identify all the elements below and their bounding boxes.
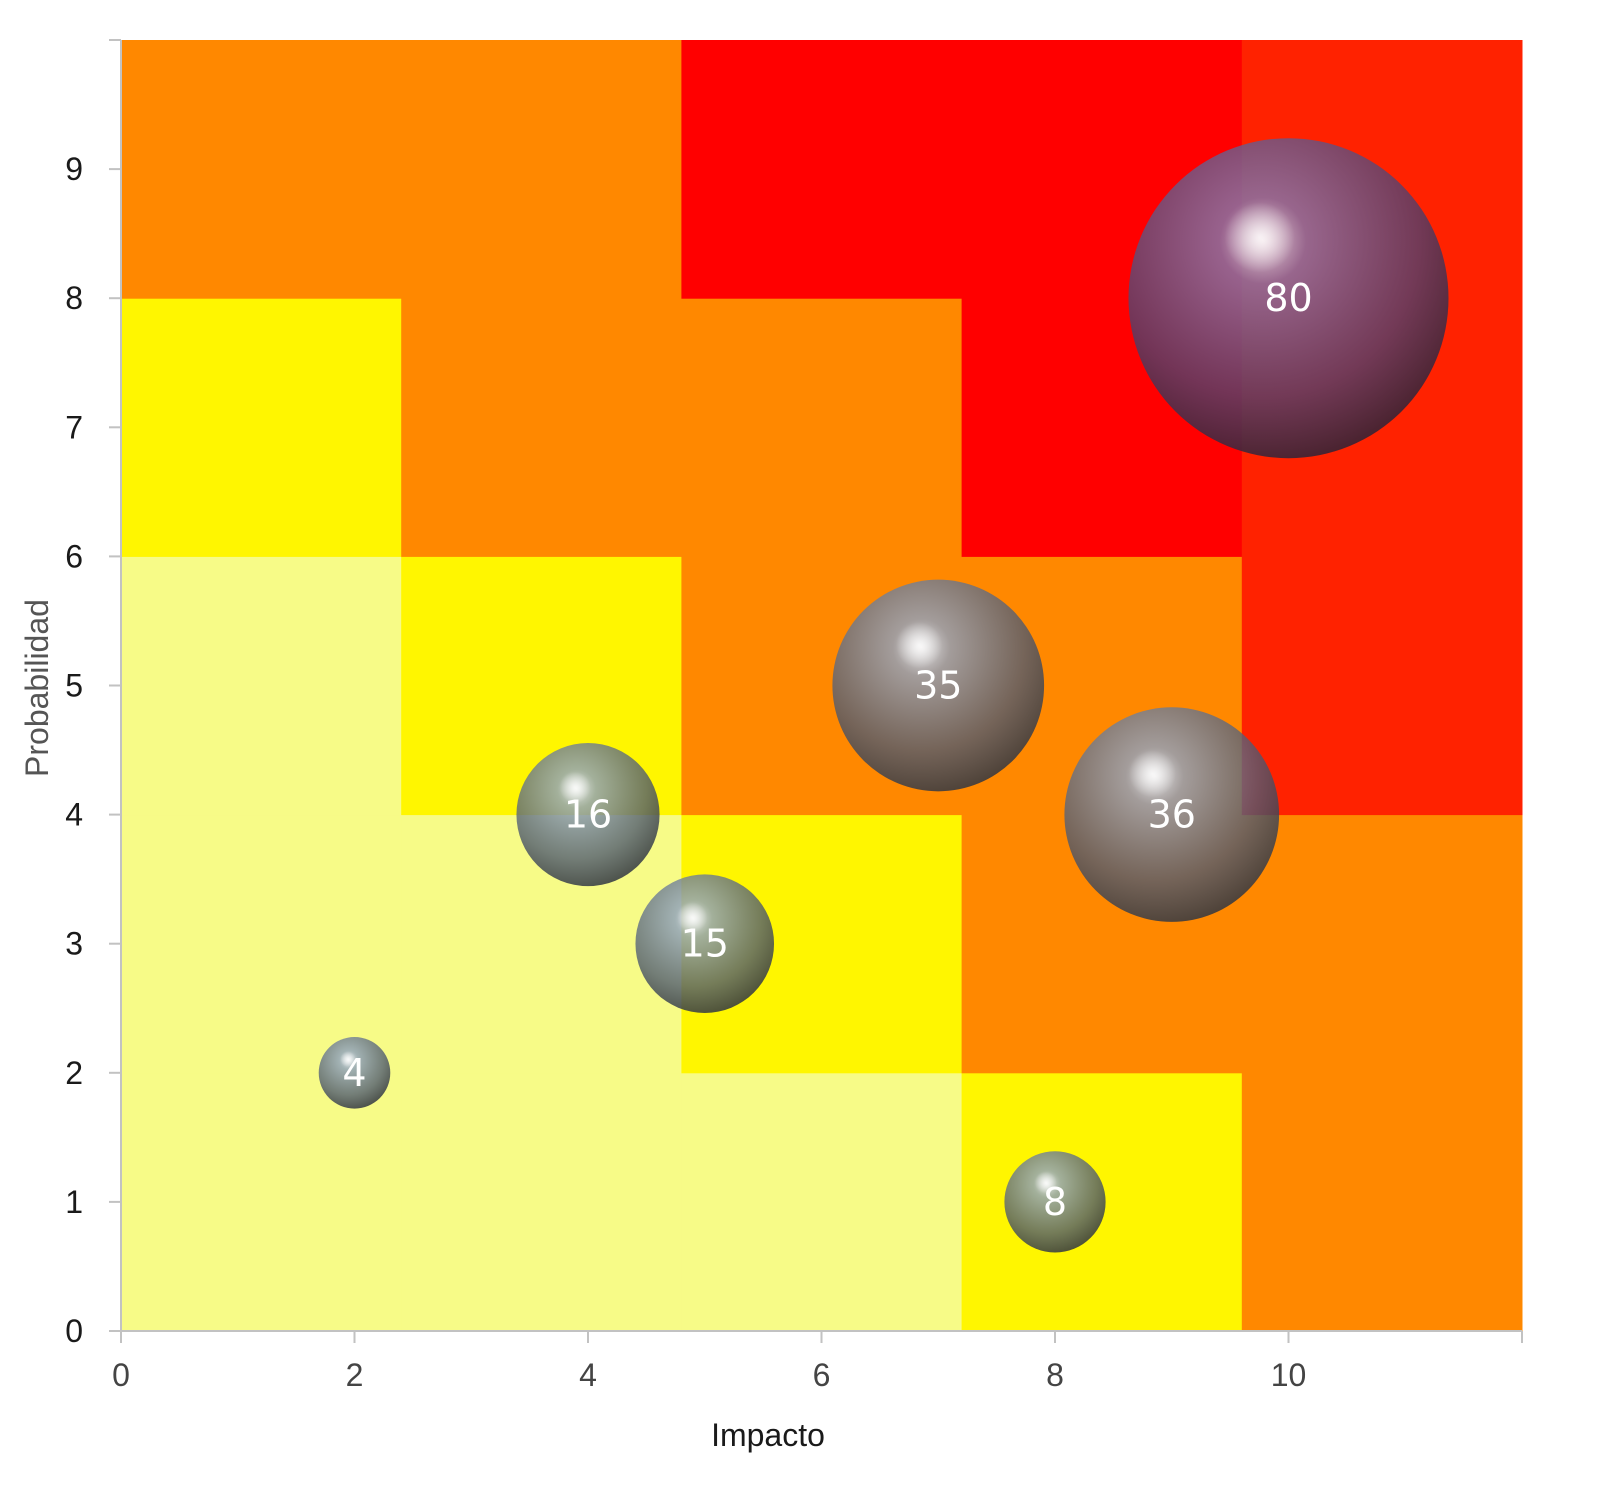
- bubble: 35: [832, 579, 1045, 792]
- x-axis-title: Impacto: [711, 1417, 825, 1453]
- zone-cell: [1241, 814, 1523, 1074]
- bubble: 4: [318, 1037, 391, 1109]
- zone-cell: [121, 298, 402, 557]
- bubble: 8: [1004, 1151, 1106, 1253]
- zone-cell: [121, 40, 402, 299]
- bubble-label: 8: [1043, 1180, 1067, 1224]
- x-tick-label: 8: [1046, 1357, 1064, 1393]
- bubble-highlight: [1224, 202, 1295, 273]
- x-tick-label: 2: [346, 1357, 364, 1393]
- zone-cell: [681, 1072, 963, 1332]
- x-tick-label: 10: [1271, 1357, 1307, 1393]
- zone-cell: [401, 40, 682, 299]
- x-tick-label: 0: [112, 1357, 130, 1393]
- bubble-circle: [1128, 138, 1449, 459]
- zone-cell: [121, 556, 402, 816]
- x-tick-label: 4: [579, 1357, 597, 1393]
- zone-cell: [401, 298, 682, 557]
- zone-cell: [1241, 1072, 1523, 1332]
- zone-cell: [1241, 556, 1523, 816]
- x-tick-label: 6: [813, 1357, 831, 1393]
- bubble-circle: [635, 874, 775, 1013]
- y-axis-title: Probabilidad: [19, 599, 55, 777]
- bubble: 36: [1064, 707, 1280, 922]
- bubble-circle: [516, 743, 660, 887]
- zone-cell: [121, 814, 402, 1074]
- bubble-highlight: [677, 902, 708, 933]
- bubble-circle: [318, 1037, 391, 1109]
- bubble: 15: [635, 874, 775, 1013]
- y-tick-label: 4: [65, 797, 83, 833]
- zone-cell: [401, 1072, 682, 1332]
- y-tick-label: 6: [65, 538, 83, 574]
- bubble-label: 35: [914, 664, 962, 708]
- bubbles: 4 16 15 35 36 8 80: [318, 138, 1449, 1253]
- bubble-label: 36: [1148, 793, 1196, 837]
- bubble-highlight: [1128, 750, 1177, 798]
- y-tick-label: 1: [65, 1184, 83, 1220]
- bubble: 16: [516, 743, 660, 887]
- bubble-circle: [832, 579, 1045, 792]
- zone-cell: [121, 1072, 402, 1332]
- bubble: 80: [1128, 138, 1449, 459]
- bubble-highlight: [559, 771, 591, 804]
- bubble-circle: [1064, 707, 1280, 922]
- y-tick-label: 9: [65, 151, 83, 187]
- axes: 0 1 2 3 4 5 6 7 8 9 0 2 4 6 8 10: [65, 39, 1523, 1393]
- bubble-circle: [1004, 1151, 1106, 1253]
- bubble-label: 15: [681, 922, 729, 966]
- y-tick-label: 3: [65, 926, 83, 962]
- zone-cell: [681, 40, 963, 299]
- bubble-label: 16: [564, 793, 612, 837]
- y-tick-label: 5: [65, 668, 83, 704]
- y-tick-label: 8: [65, 280, 83, 316]
- bubble-highlight: [895, 622, 943, 669]
- y-tick-label: 7: [65, 409, 83, 445]
- bubble-label: 4: [342, 1051, 366, 1095]
- y-tick-label: 0: [65, 1313, 83, 1349]
- bubble-highlight: [1034, 1171, 1058, 1194]
- bubble-label: 80: [1264, 276, 1312, 320]
- zone-cell: [681, 298, 963, 557]
- bubble-highlight: [340, 1051, 356, 1068]
- y-tick-label: 2: [65, 1055, 83, 1091]
